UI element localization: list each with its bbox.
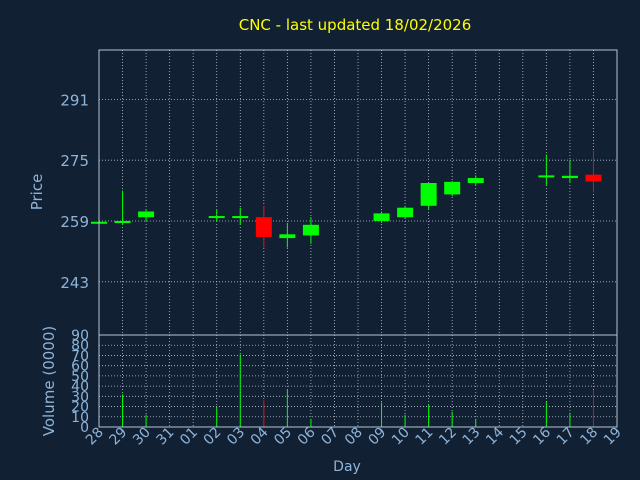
candle-body <box>373 213 390 221</box>
volume-tick-label: 90 <box>71 328 89 344</box>
volume-tick-label: 20 <box>71 400 89 416</box>
x-tick-label: 07 <box>318 425 342 449</box>
candle-body <box>561 175 578 179</box>
volume-tick-label: 30 <box>71 389 89 405</box>
x-tick-label: 06 <box>295 424 319 448</box>
x-tick-label: 10 <box>389 425 413 449</box>
price-tick-label: 259 <box>60 213 89 231</box>
x-tick-label: 04 <box>248 424 272 448</box>
volume-tick-label: 80 <box>71 338 89 354</box>
price-tick-label: 243 <box>60 274 89 292</box>
volume-bars <box>122 354 594 427</box>
x-tick-label: 01 <box>177 425 201 449</box>
candle-body <box>444 181 461 195</box>
x-tick-label: 09 <box>365 425 389 449</box>
volume-gridlines <box>98 334 618 428</box>
candle-body <box>467 178 484 183</box>
x-tick-label: 02 <box>201 425 225 449</box>
volume-tick-label: 10 <box>71 410 89 426</box>
volume-tick-label: 70 <box>71 348 89 364</box>
x-tick-label: 29 <box>106 425 130 449</box>
x-tick-label: 16 <box>530 424 554 448</box>
price-tick-label: 275 <box>60 152 89 170</box>
candle-body <box>208 216 225 219</box>
volume-tick-label: 60 <box>71 359 89 375</box>
candle-body <box>255 217 272 237</box>
x-tick-label: 08 <box>342 425 366 449</box>
x-axis-label: Day <box>333 459 361 475</box>
candle-body <box>114 221 131 223</box>
candle-body <box>138 211 155 218</box>
x-tick-label: 17 <box>554 425 578 449</box>
x-tick-label: 19 <box>601 425 625 449</box>
volume-axis-label: Volume (0000) <box>40 326 58 436</box>
x-tick-label: 14 <box>483 424 507 448</box>
x-tick-label: 05 <box>271 425 295 449</box>
x-tick-label: 13 <box>460 425 484 449</box>
candle-body <box>302 224 319 236</box>
candle-body <box>232 216 249 219</box>
candle-body <box>538 175 555 178</box>
x-tick-label: 18 <box>577 425 601 449</box>
x-tick-label: 03 <box>224 425 248 449</box>
candle-body <box>585 174 602 182</box>
price-candles <box>91 150 602 248</box>
candle-body <box>279 234 296 239</box>
volume-tick-label: 40 <box>71 379 89 395</box>
x-tick-label: 11 <box>413 425 437 449</box>
axis-tick-labels: 28 29 30 31 01 02 03 04 05 06 07 08 09 10 11 12 13 14 15 16… <box>60 91 624 448</box>
candle-body <box>420 183 437 206</box>
volume-panel-frame <box>98 334 618 428</box>
volume-tick-label: 50 <box>71 369 89 385</box>
x-tick-label: 15 <box>507 425 531 449</box>
chart-title: CNC - last updated 18/02/2026 <box>239 16 472 34</box>
candle-body <box>397 207 414 218</box>
x-tick-label: 31 <box>154 425 178 449</box>
x-tick-label: 12 <box>436 425 460 449</box>
price-axis-label: Price <box>28 174 46 211</box>
x-tick-label: 30 <box>130 425 154 449</box>
volume-tick-label: 0 <box>80 420 89 436</box>
price-gridlines <box>98 50 618 335</box>
price-tick-label: 291 <box>60 91 89 109</box>
